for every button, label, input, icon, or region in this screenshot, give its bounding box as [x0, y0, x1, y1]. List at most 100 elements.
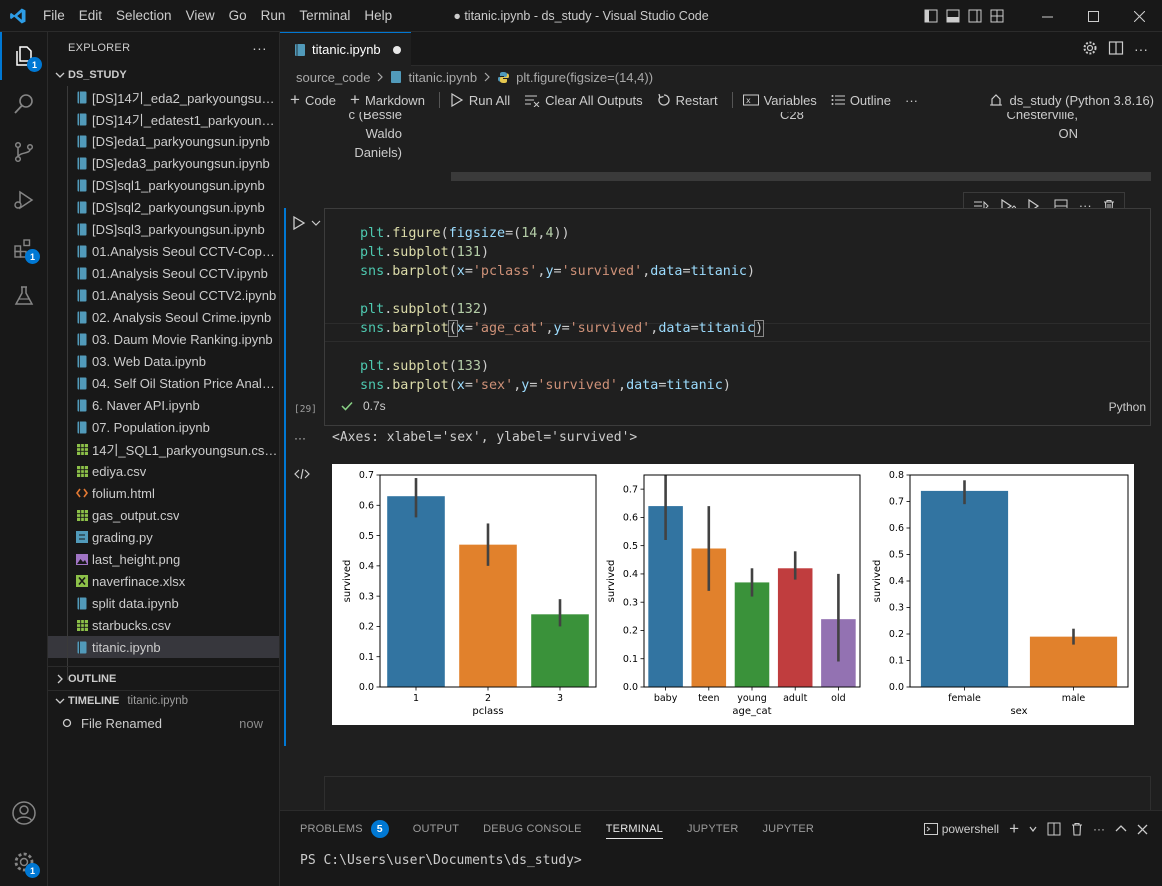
chevron-down-icon[interactable]	[1029, 825, 1037, 833]
tab-problems[interactable]: PROBLEMS 5	[300, 819, 389, 839]
file-item[interactable]: split data.ipynb	[48, 592, 279, 614]
clear-all-outputs-button[interactable]: Clear All Outputs	[524, 93, 643, 108]
run-debug-icon[interactable]	[0, 176, 48, 224]
menu-go[interactable]: Go	[228, 8, 247, 23]
folder-header[interactable]: DS_STUDY	[48, 64, 279, 86]
file-item[interactable]: last_height.png	[48, 548, 279, 570]
file-item[interactable]: 03. Daum Movie Ranking.ipynb	[48, 328, 279, 350]
source-control-icon[interactable]	[0, 128, 48, 176]
y-axis-label: survived	[606, 560, 617, 603]
y-tick-label: 0.7	[359, 470, 374, 481]
tab-jupyter[interactable]: JUPYTER	[686, 823, 739, 835]
file-item[interactable]: gas_output.csv	[48, 504, 279, 526]
tab-debug-console[interactable]: DEBUG CONSOLE	[483, 823, 582, 835]
tab-output[interactable]: OUTPUT	[412, 823, 460, 835]
kernel-picker[interactable]: ds_study (Python 3.8.16)	[989, 93, 1154, 108]
file-item[interactable]: 14기_SQL1_parkyoungsun.csv.c...	[48, 438, 279, 460]
toggle-primary-sidebar-icon[interactable]	[920, 0, 942, 32]
file-item[interactable]: 03. Web Data.ipynb	[48, 350, 279, 372]
output-mime-icon[interactable]	[294, 468, 310, 483]
menu-file[interactable]: File	[43, 8, 65, 23]
menu-terminal[interactable]: Terminal	[299, 8, 351, 23]
add-code-cell-button[interactable]: + Code	[290, 90, 336, 110]
file-item[interactable]: [DS]sql3_parkyoungsun.ipynb	[48, 218, 279, 240]
run-all-button[interactable]: Run All	[450, 93, 510, 108]
menu-run[interactable]: Run	[260, 8, 286, 23]
toggle-panel-icon[interactable]	[942, 0, 964, 32]
file-item[interactable]: 01.Analysis Seoul CCTV.ipynb	[48, 262, 279, 284]
cell-chevron-icon[interactable]	[311, 216, 321, 231]
tab-titanic[interactable]: titanic.ipynb	[280, 32, 411, 66]
menu-selection[interactable]: Selection	[116, 8, 172, 23]
file-item[interactable]: 01.Analysis Seoul CCTV-Copy1....	[48, 240, 279, 262]
file-item[interactable]: starbucks.csv	[48, 614, 279, 636]
file-item[interactable]: [DS]eda3_parkyoungsun.ipynb	[48, 152, 279, 174]
file-item[interactable]: [DS]eda1_parkyoungsun.ipynb	[48, 130, 279, 152]
split-terminal-icon[interactable]	[1047, 822, 1061, 836]
split-editor-icon[interactable]	[1108, 40, 1124, 59]
timeline-item[interactable]: File Renamed now	[48, 712, 279, 734]
cell-language[interactable]: Python	[1108, 400, 1146, 414]
next-cell[interactable]	[324, 776, 1151, 810]
maximize-icon[interactable]	[1070, 0, 1116, 32]
output-more-icon[interactable]: ···	[294, 431, 306, 445]
terminal-shell-selector[interactable]: powershell	[923, 822, 999, 836]
testing-flask-icon[interactable]	[0, 272, 48, 320]
restart-button[interactable]: Restart	[657, 93, 718, 108]
file-item[interactable]: 01.Analysis Seoul CCTV2.ipynb	[48, 284, 279, 306]
file-item[interactable]: 02. Analysis Seoul Crime.ipynb	[48, 306, 279, 328]
breadcrumb-folder[interactable]: source_code	[296, 69, 371, 85]
terminal-prompt[interactable]: PS C:\Users\user\Documents\ds_study>	[300, 853, 582, 868]
minimize-icon[interactable]	[1024, 0, 1070, 32]
html-file-icon	[76, 486, 88, 500]
timeline-section-header[interactable]: TIMELINE titanic.ipynb	[48, 690, 279, 712]
explorer-more-button[interactable]: ···	[252, 40, 267, 56]
menu-edit[interactable]: Edit	[78, 8, 103, 23]
file-item[interactable]: grading.py	[48, 526, 279, 548]
close-window-icon[interactable]	[1116, 0, 1162, 32]
horizontal-scrollbar[interactable]	[451, 172, 1151, 181]
toggle-secondary-sidebar-icon[interactable]	[964, 0, 986, 32]
outline-button[interactable]: Outline	[831, 93, 891, 108]
file-item[interactable]: [DS]14기_edatest1_parkyoungs...	[48, 108, 279, 130]
outline-section-header[interactable]: OUTLINE	[48, 668, 279, 690]
panel-more-icon[interactable]: ···	[1093, 822, 1105, 836]
file-item[interactable]: 07. Population.ipynb	[48, 416, 279, 438]
prev-output-line: Waldo	[365, 126, 402, 141]
file-item[interactable]: naverfinace.xlsx	[48, 570, 279, 592]
breadcrumb-file[interactable]: titanic.ipynb	[408, 69, 478, 85]
more-actions-icon[interactable]: ···	[1134, 41, 1148, 57]
file-item[interactable]: [DS]sql1_parkyoungsun.ipynb	[48, 174, 279, 196]
maximize-panel-chevron-up-icon[interactable]	[1115, 824, 1127, 834]
kill-terminal-trash-icon[interactable]	[1071, 822, 1083, 836]
unsaved-dot-icon[interactable]	[392, 45, 401, 54]
tab-jupyter-2[interactable]: JUPYTER	[762, 823, 815, 835]
extensions-icon[interactable]: 1	[0, 224, 48, 272]
file-item[interactable]: ediya.csv	[48, 460, 279, 482]
menu-view[interactable]: View	[185, 8, 215, 23]
code-cell-editor[interactable]: plt.figure(figsize=(14,4)) plt.subplot(1…	[324, 208, 1151, 426]
new-terminal-plus-icon[interactable]: +	[1009, 819, 1019, 838]
file-item[interactable]: [DS]sql2_parkyoungsun.ipynb	[48, 196, 279, 218]
breadcrumb-symbol[interactable]: plt.figure(figsize=(14,4))	[516, 69, 654, 85]
close-panel-icon[interactable]	[1137, 824, 1148, 835]
search-icon[interactable]	[0, 80, 48, 128]
tab-terminal[interactable]: TERMINAL	[605, 819, 663, 839]
menu-help[interactable]: Help	[364, 8, 393, 23]
settings-gear-icon[interactable]	[1082, 40, 1098, 59]
file-item[interactable]: 6. Naver API.ipynb	[48, 394, 279, 416]
notebook-file-icon	[76, 596, 88, 610]
add-markdown-cell-button[interactable]: + Markdown	[350, 90, 425, 110]
variables-button[interactable]: x Variables	[742, 93, 817, 108]
file-item[interactable]: [DS]14기_eda2_parkyoungsun.i...	[48, 86, 279, 108]
execute-cell-button[interactable]	[292, 215, 306, 233]
file-item[interactable]: 04. Self Oil Station Price Analys...	[48, 372, 279, 394]
settings-gear-icon[interactable]: 1	[0, 838, 48, 886]
file-item[interactable]: titanic.ipynb	[48, 636, 279, 658]
toolbar-more-button[interactable]: ···	[905, 92, 919, 108]
file-item[interactable]: folium.html	[48, 482, 279, 504]
customize-layout-icon[interactable]	[986, 0, 1008, 32]
y-tick-label: 0.1	[889, 656, 904, 667]
accounts-icon[interactable]	[0, 789, 48, 837]
explorer-icon[interactable]: 1	[0, 32, 48, 80]
